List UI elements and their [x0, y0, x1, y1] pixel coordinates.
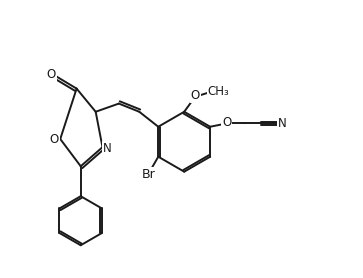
Text: O: O — [50, 133, 59, 145]
Text: N: N — [103, 142, 112, 155]
Text: CH₃: CH₃ — [208, 85, 229, 98]
Text: Br: Br — [142, 168, 156, 181]
Text: O: O — [47, 68, 56, 81]
Text: N: N — [278, 117, 287, 130]
Text: O: O — [222, 116, 231, 129]
Text: O: O — [191, 89, 200, 102]
